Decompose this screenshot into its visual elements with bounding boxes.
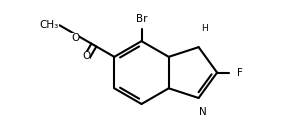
Text: O: O xyxy=(71,33,80,43)
Text: CH₃: CH₃ xyxy=(39,20,59,30)
Text: F: F xyxy=(237,68,243,78)
Text: O: O xyxy=(82,51,90,61)
Text: Br: Br xyxy=(136,14,147,24)
Text: H: H xyxy=(202,24,208,33)
Text: N: N xyxy=(199,107,207,117)
